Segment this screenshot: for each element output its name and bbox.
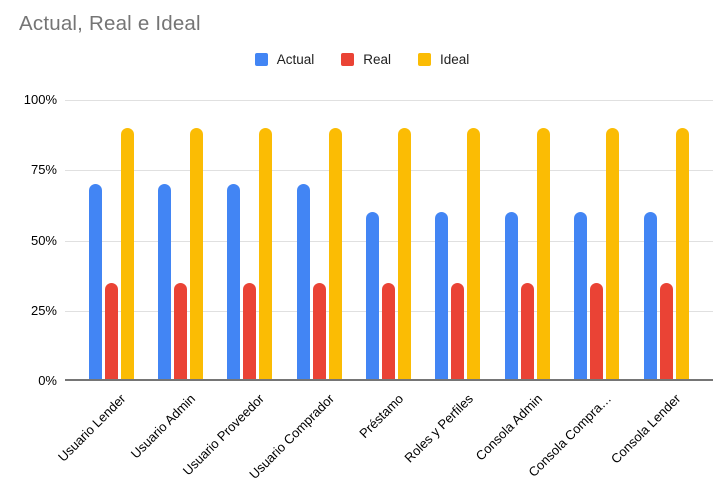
legend-item-real[interactable]: Real xyxy=(341,52,391,67)
bar-actual-pr-stamo[interactable] xyxy=(366,212,379,381)
legend-item-actual[interactable]: Actual xyxy=(254,52,315,67)
bar-ideal-consola-admin[interactable] xyxy=(536,128,550,381)
plot-area: Usuario Lender Usuario Admin Usuario Prove… xyxy=(55,100,713,482)
bar-ideal-roles-y-perfiles[interactable] xyxy=(467,128,481,381)
y-axis-tick-label: 0% xyxy=(38,373,57,388)
gridline xyxy=(65,100,713,101)
gridline xyxy=(65,170,713,171)
chart-title: Actual, Real e Ideal xyxy=(19,12,201,35)
bar-real-consola-lender[interactable] xyxy=(659,282,673,381)
x-axis-category-label: Roles y Perfiles xyxy=(401,391,476,466)
x-axis-category-label: Consola Admin xyxy=(472,391,545,464)
bar-ideal-consola-compra[interactable] xyxy=(606,128,620,381)
bar-actual-roles-y-perfiles[interactable] xyxy=(435,212,449,381)
bar-real-usuario-proveedor[interactable] xyxy=(243,282,257,381)
legend-item-ideal[interactable]: Ideal xyxy=(418,52,469,67)
bar-ideal-consola-lender[interactable] xyxy=(675,128,689,381)
legend-swatch xyxy=(254,53,268,66)
bar-actual-consola-compra[interactable] xyxy=(574,212,588,381)
legend-label: Ideal xyxy=(440,52,470,67)
bar-actual-usuario-comprador[interactable] xyxy=(296,184,310,381)
legend: Actual Real Ideal xyxy=(0,52,724,67)
bar-ideal-usuario-lender[interactable] xyxy=(120,128,134,381)
bar-actual-usuario-admin[interactable] xyxy=(157,184,171,381)
bar-real-pr-stamo[interactable] xyxy=(382,282,395,381)
bar-real-consola-admin[interactable] xyxy=(520,282,534,381)
gridline xyxy=(65,241,713,242)
bar-actual-consola-admin[interactable] xyxy=(504,212,518,381)
bar-real-usuario-lender[interactable] xyxy=(104,282,118,381)
bar-real-consola-compra[interactable] xyxy=(590,282,604,381)
x-axis-baseline xyxy=(65,379,713,381)
bar-ideal-usuario-proveedor[interactable] xyxy=(259,128,273,381)
y-axis-tick-label: 50% xyxy=(30,232,57,248)
bar-ideal-usuario-admin[interactable] xyxy=(189,128,203,381)
bar-real-roles-y-perfiles[interactable] xyxy=(451,282,465,381)
x-axis-category-label: Usuario Admin xyxy=(127,391,198,462)
y-axis-tick-label: 75% xyxy=(30,162,57,178)
bar-actual-consola-lender[interactable] xyxy=(643,212,657,381)
legend-swatch xyxy=(418,53,431,66)
legend-label: Actual xyxy=(276,52,315,67)
x-axis-category-label: Préstamo xyxy=(356,391,407,441)
y-axis-tick-label: 25% xyxy=(30,302,57,318)
bar-real-usuario-admin[interactable] xyxy=(173,282,187,381)
bar-ideal-pr-stamo[interactable] xyxy=(398,128,411,381)
y-axis-tick-label: 100% xyxy=(23,92,57,107)
bar-real-usuario-comprador[interactable] xyxy=(312,282,326,381)
legend-label: Real xyxy=(363,52,391,67)
x-axis-category-label: Consola Lender xyxy=(608,391,684,467)
x-axis-category-label: Usuario Lender xyxy=(55,391,129,465)
bar-ideal-usuario-comprador[interactable] xyxy=(328,128,342,381)
legend-swatch xyxy=(341,53,355,66)
bar-actual-usuario-proveedor[interactable] xyxy=(227,184,241,381)
bar-actual-usuario-lender[interactable] xyxy=(88,184,102,381)
